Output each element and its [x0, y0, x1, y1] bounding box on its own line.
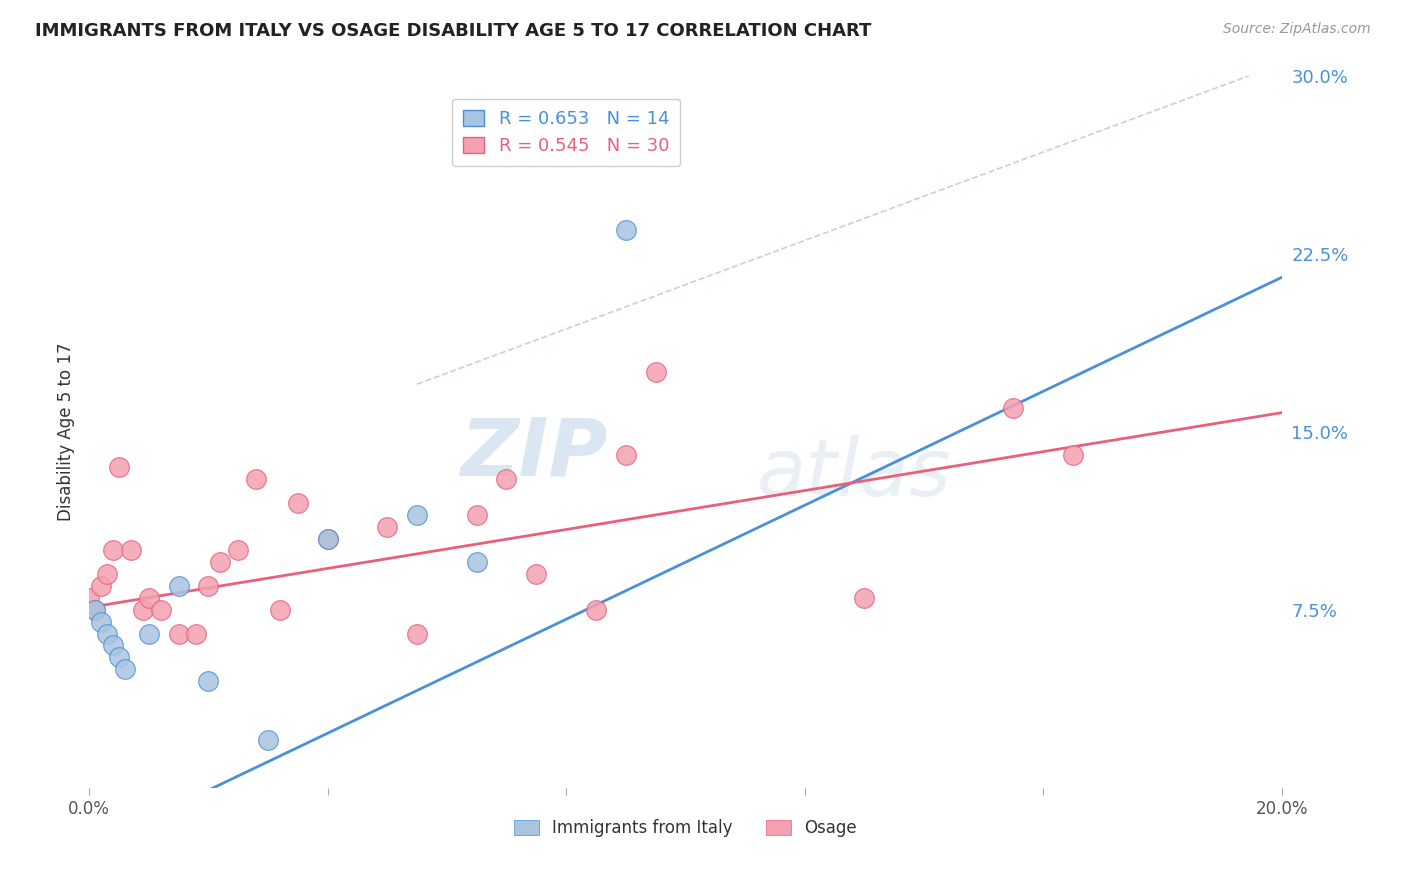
Legend: Immigrants from Italy, Osage: Immigrants from Italy, Osage [508, 813, 863, 844]
Point [245, 472, 267, 486]
Text: ZIP: ZIP [461, 414, 607, 492]
Point [101, 543, 124, 558]
Point [84, 603, 107, 617]
Point [316, 532, 339, 546]
Point [114, 662, 136, 676]
Point [257, 733, 280, 747]
Point [585, 603, 607, 617]
Point [465, 508, 488, 522]
Point [90, 615, 112, 629]
Text: atlas: atlas [756, 435, 952, 514]
Point [524, 567, 547, 582]
Point [167, 579, 190, 593]
Point [138, 591, 160, 605]
Point [149, 603, 172, 617]
Point [614, 449, 637, 463]
Point [132, 603, 155, 617]
Point [108, 460, 131, 475]
Point [226, 543, 249, 558]
Text: IMMIGRANTS FROM ITALY VS OSAGE DISABILITY AGE 5 TO 17 CORRELATION CHART: IMMIGRANTS FROM ITALY VS OSAGE DISABILIT… [35, 22, 872, 40]
Point [90, 579, 112, 593]
Point [406, 626, 429, 640]
Point [77, 591, 100, 605]
Point [96, 567, 118, 582]
Point [186, 626, 208, 640]
Point [495, 472, 517, 486]
Point [101, 639, 124, 653]
Point [108, 650, 131, 665]
Point [316, 532, 339, 546]
Point [375, 519, 398, 533]
Text: Source: ZipAtlas.com: Source: ZipAtlas.com [1223, 22, 1371, 37]
Point [167, 626, 190, 640]
Point [120, 543, 142, 558]
Point [209, 555, 232, 569]
Point [96, 626, 118, 640]
Point [84, 603, 107, 617]
Point [406, 508, 429, 522]
Point [1062, 449, 1084, 463]
Point [269, 603, 291, 617]
Point [287, 496, 309, 510]
Point [644, 365, 666, 379]
Y-axis label: Disability Age 5 to 17: Disability Age 5 to 17 [58, 343, 75, 521]
Point [1002, 401, 1025, 415]
Point [138, 626, 160, 640]
Point [197, 673, 219, 688]
Point [853, 591, 876, 605]
Point [614, 223, 637, 237]
Point [197, 579, 219, 593]
Point [465, 555, 488, 569]
